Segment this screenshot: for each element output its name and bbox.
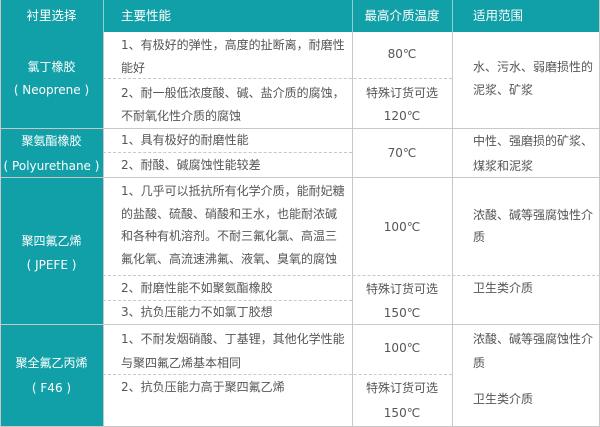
row-divider [0, 324, 600, 325]
scope-cell: 中性、强磨损的矿浆、 煤浆和泥浆 [473, 129, 593, 179]
header-divider [103, 0, 104, 32]
subrow-divider [103, 152, 352, 153]
properties-cell: 1、有极好的弹性，高度的扯断离，耐磨性 能好 [121, 34, 345, 80]
cell-text-line: 80℃ [387, 47, 417, 61]
lining-column-bg [0, 32, 103, 427]
column-divider [452, 32, 453, 427]
cell-text-line: 浓酸、碱等强腐蚀性介 [473, 208, 594, 222]
cell-text-line: 聚全氟乙丙烯 [15, 356, 88, 370]
properties-cell: 3、抗负压能力不如氯丁胶想 [121, 301, 273, 324]
cell-text-line: 水、污水、弱磨损性的 [473, 60, 594, 74]
header-scope: 适用范围 [473, 8, 524, 23]
cell-text-line: ( F46 ) [31, 381, 72, 395]
cell-text-line: 浓酸、碱等强腐蚀性介 [473, 332, 594, 346]
properties-cell: 1、几乎可以抵抗所有化学介质，能耐妃糖 的盐酸、硫酸、硝酸和王水，也能耐浓碱 和各种… [121, 180, 345, 271]
cell-text-line: 氟化氧、高流速沸氟、液氧、臭氧的腐蚀 [121, 252, 338, 267]
cell-text-line: 100℃ [383, 341, 421, 355]
cell-text-line: 150℃ [383, 306, 421, 320]
column-divider [103, 32, 104, 427]
scope-cell: 浓酸、碱等强腐蚀性介质 [473, 327, 593, 375]
row-divider [0, 128, 600, 129]
cell-text-line: 不耐氧化性介质的腐蚀 [121, 109, 242, 123]
cell-text-line: 1、不耐发烟硝酸、丁基锂，其他化学性能 [121, 332, 345, 346]
cell-text-line: 特殊订货可选 [365, 381, 438, 395]
cell-text-line: 1、几乎可以抵抗所有化学介质，能耐妃糖 [121, 184, 345, 198]
scope-cell: 水、污水、弱磨损性的 泥浆、矿浆 [473, 56, 593, 102]
cell-text-line: 特殊订货可选 [365, 282, 438, 296]
properties-cell: 2、耐磨性能不如聚氨酯橡胶 [121, 277, 273, 300]
cell-text-line: 的盐酸、硫酸、硝酸和王水，也能耐浓碱 [121, 206, 338, 221]
cell-text-line: 70℃ [387, 146, 417, 160]
temp-cell: 特殊订货可选 120℃ [352, 82, 452, 128]
subrow-divider [103, 275, 600, 276]
lining-cell: 聚氨酯橡胶 ( Polyurethane ) [0, 129, 103, 179]
cell-text-line: 2、耐一般低浓度酸、碱、盐介质的腐蚀， [121, 86, 345, 100]
temp-cell: 100℃ [352, 337, 452, 360]
header-properties: 主要性能 [121, 8, 172, 23]
cell-text-line: 100℃ [383, 220, 421, 234]
scope-cell: 卫生类介质 [473, 388, 533, 411]
lining-cell: 氯丁橡胶 ( Neoprene ) [0, 56, 103, 102]
cell-text-line: 泥浆、矿浆 [473, 83, 534, 97]
header-max-temp: 最高介质温度 [364, 8, 440, 23]
header-divider [452, 0, 453, 32]
cell-text-line: 聚氨酯橡胶 [21, 134, 82, 148]
cell-text-line: 2、耐酸、碱腐蚀性能较差 [121, 158, 261, 172]
cell-text-line: 氯丁橡胶 [27, 60, 76, 74]
cell-text-line: 质 [473, 230, 486, 244]
table-header-bar [0, 0, 600, 32]
properties-cell: 1、具有极好的耐磨性能 [121, 129, 249, 152]
properties-cell: 1、不耐发烟硝酸、丁基锂，其他化学性能 与聚四氟乙烯基本相同 [121, 327, 345, 375]
cell-text-line: 1、有极好的弹性，高度的扯断离，耐磨性 [121, 38, 345, 52]
properties-cell: 2、抗负压能力高于聚四氟乙烯 [121, 376, 285, 399]
scope-cell: 卫生类介质 [473, 277, 533, 300]
header-lining: 衬里选择 [26, 8, 77, 23]
cell-text-line: 卫生类介质 [473, 392, 534, 406]
cell-text-line: 1、具有极好的耐磨性能 [121, 133, 249, 147]
cell-text-line: 和各种有机溶剂。不耐三氟化氯、高温三 [121, 229, 338, 244]
subrow-divider [103, 374, 452, 375]
cell-text-line: 150℃ [383, 406, 421, 420]
subrow-divider [103, 78, 452, 79]
cell-text-line: 质 [473, 356, 486, 370]
cell-text-line: 能好 [121, 61, 146, 75]
cell-text-line: 与聚四氟乙烯基本相同 [121, 356, 242, 370]
temp-cell: 100℃ [352, 216, 452, 239]
subrow-divider [103, 300, 352, 301]
cell-text-line: 中性、强磨损的矿浆、 [473, 134, 594, 148]
cell-text-line: 2、抗负压能力高于聚四氟乙烯 [121, 380, 285, 394]
temp-cell: 特殊订货可选 150℃ [352, 277, 452, 325]
properties-cell: 2、耐酸、碱腐蚀性能较差 [121, 154, 261, 177]
column-divider [352, 32, 353, 427]
cell-text-line: 特殊订货可选 [365, 86, 438, 100]
cell-text-line: 聚四氟乙烯 [21, 234, 82, 248]
lining-cell: 聚四氟乙烯 ( JPEFE ) [0, 229, 103, 277]
cell-text-line: ( JPEFE ) [26, 258, 77, 272]
properties-cell: 2、耐一般低浓度酸、碱、盐介质的腐蚀， 不耐氧化性介质的腐蚀 [121, 82, 345, 128]
cell-text-line: 煤浆和泥浆 [473, 159, 534, 173]
cell-text-line: ( Polyurethane ) [3, 159, 100, 173]
temp-cell: 特殊订货可选 150℃ [352, 376, 452, 426]
scope-cell: 浓酸、碱等强腐蚀性介质 [473, 204, 593, 248]
cell-text-line: ( Neoprene ) [13, 83, 90, 97]
cell-text-line: 3、抗负压能力不如氯丁胶想 [121, 305, 273, 319]
temp-cell: 70℃ [352, 142, 452, 165]
lining-cell: 聚全氟乙丙烯 ( F46 ) [0, 351, 103, 401]
cell-text-line: 卫生类介质 [473, 281, 534, 295]
header-divider [352, 0, 353, 32]
cell-text-line: 120℃ [383, 109, 421, 123]
row-divider [0, 177, 600, 178]
table-border [0, 0, 1, 427]
temp-cell: 80℃ [352, 43, 452, 66]
cell-text-line: 2、耐磨性能不如聚氨酯橡胶 [121, 281, 273, 295]
